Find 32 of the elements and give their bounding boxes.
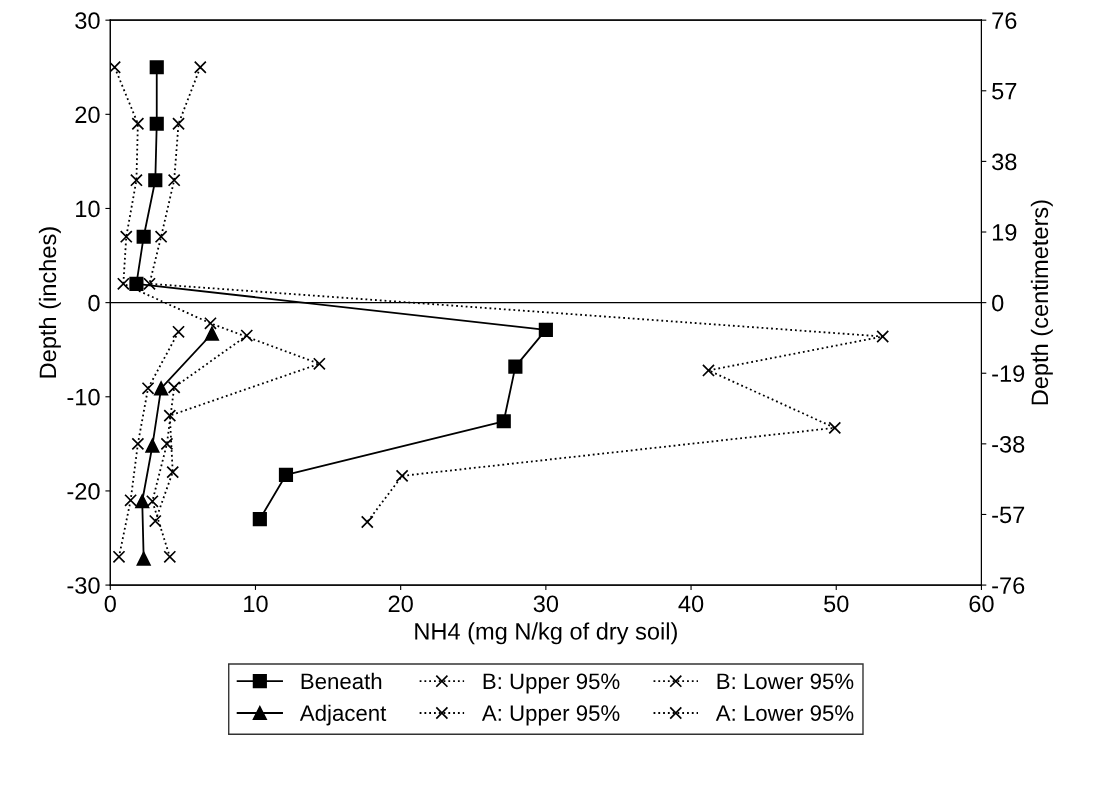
y2-tick-label: 19	[992, 224, 1017, 241]
y-tick-label: 0	[88, 294, 100, 312]
y-tick-label: -10	[67, 388, 100, 406]
x-tick-label: 10	[244, 595, 268, 613]
legend-label: Beneath	[301, 672, 382, 690]
y2-tick-label: 57	[992, 83, 1017, 100]
x-tick-label: 0	[104, 595, 116, 613]
y-tick-label: -20	[67, 482, 100, 500]
y2-tick-label: -57	[992, 506, 1025, 524]
y2-axis-title: Depth (centimeters)	[1030, 200, 1053, 405]
y2-tick-label: 0	[992, 294, 1004, 312]
legend-label: A: Upper 95%	[481, 705, 620, 726]
x-axis-title: NH4 (mg N/kg of dry soil)	[415, 622, 677, 645]
legend-label: Adjacent	[299, 704, 387, 726]
y-tick-label: 20	[75, 106, 100, 124]
legend-label: B: Upper 95%	[483, 673, 620, 694]
y2-tick-label: -76	[992, 577, 1025, 594]
y2-tick-label: 38	[992, 153, 1017, 171]
x-tick-label: 60	[969, 595, 994, 613]
x-tick-label: 20	[388, 595, 413, 613]
y-tick-label: -30	[67, 577, 100, 594]
y2-tick-label: -38	[992, 435, 1025, 453]
x-tick-label: 30	[533, 595, 559, 613]
x-tick-label: 50	[824, 595, 849, 613]
x-tick-label: 40	[678, 595, 704, 613]
legend-label: A: Lower 95%	[715, 705, 854, 722]
y-tick-label: 30	[75, 12, 100, 29]
y-axis-title: Depth (inches)	[38, 227, 61, 378]
legend-label: B: Lower 95%	[717, 673, 854, 690]
y-tick-label: 10	[76, 200, 100, 218]
y2-tick-label: -19	[992, 365, 1025, 383]
y2-tick-label: 76	[992, 12, 1017, 29]
